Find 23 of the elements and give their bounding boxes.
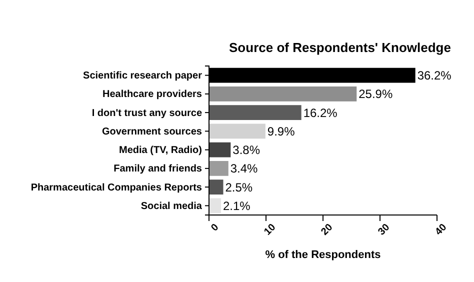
data-label: 9.9% <box>267 124 296 138</box>
y-tick-label: I don't trust any source <box>92 108 202 119</box>
x-tick-label: 20 <box>319 222 336 238</box>
data-label: 2.1% <box>222 198 251 213</box>
x-tick-label: 10 <box>262 222 278 238</box>
data-label: 25.9% <box>358 87 393 102</box>
y-tick-label: Government sources <box>102 126 202 138</box>
data-label: 3.4% <box>230 162 258 176</box>
y-tick-label: Healthcare providers <box>102 89 202 100</box>
y-tick-label: Family and friends <box>114 164 202 175</box>
y-tick-label: Media (TV, Radio) <box>119 145 202 156</box>
data-label: 3.8% <box>232 143 260 158</box>
y-tick-label: Social media <box>140 200 202 212</box>
data-label: 16.2% <box>303 106 338 120</box>
y-tick-label: Pharmaceutical Companies Reports <box>30 182 202 194</box>
x-tick-label: 40 <box>433 222 450 238</box>
x-tick-label: 0 <box>209 222 222 234</box>
x-tick-label: 30 <box>376 222 392 238</box>
data-label: 2.5% <box>225 180 253 194</box>
x-axis-title: % of the Respondents <box>265 249 381 261</box>
y-tick-label: Scientific research paper <box>83 70 202 82</box>
data-label: 36.2% <box>417 68 452 83</box>
chart-title: Source of Respondents' Knowledge <box>229 40 451 55</box>
